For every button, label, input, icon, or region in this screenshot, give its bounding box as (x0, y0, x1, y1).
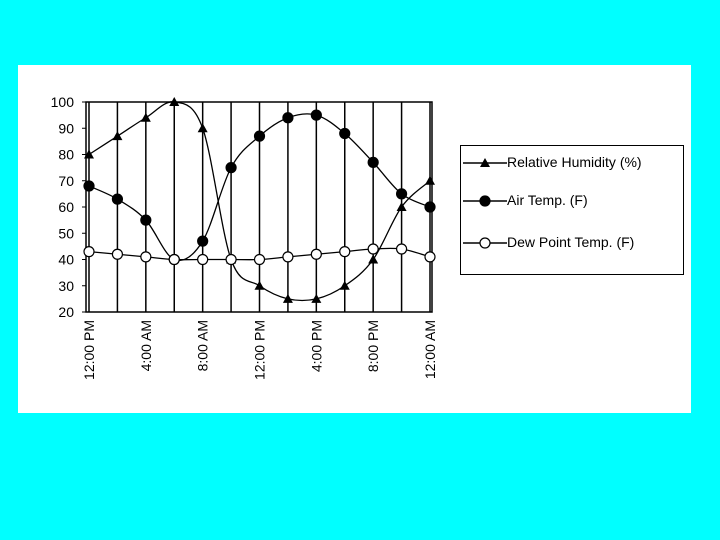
marker (282, 293, 293, 303)
marker (311, 293, 322, 303)
x-tick-label: 8:00 PM (365, 320, 381, 372)
marker (169, 97, 180, 106)
marker (140, 112, 151, 122)
legend: Relative Humidity (%) Air Temp. (F) Dew Po… (460, 145, 684, 275)
y-tick-label: 60 (58, 199, 74, 215)
marker (225, 253, 237, 266)
legend-symbol (463, 158, 507, 167)
marker (282, 251, 294, 263)
y-tick-label: 80 (58, 147, 74, 163)
y-tick-label: 30 (58, 278, 74, 294)
y-tick-label: 50 (58, 225, 74, 241)
marker (310, 248, 322, 260)
marker (425, 175, 435, 185)
marker (339, 127, 351, 140)
marker (197, 253, 209, 266)
marker (396, 202, 407, 211)
marker (367, 156, 379, 168)
legend-symbol (463, 195, 507, 207)
legend-label: Dew Point Temp. (F) (507, 234, 635, 250)
x-tick-label: 12:00 PM (81, 320, 97, 380)
marker (111, 248, 124, 260)
marker (111, 193, 124, 205)
marker (424, 201, 436, 213)
legend-label: Relative Humidity (%) (507, 154, 642, 170)
marker (83, 180, 95, 192)
marker (253, 253, 266, 266)
x-tick-label: 4:00 PM (308, 320, 324, 372)
marker (310, 109, 322, 121)
y-tick-label: 20 (58, 304, 74, 320)
marker (140, 251, 152, 263)
marker (84, 149, 94, 159)
marker (479, 195, 491, 207)
marker (424, 251, 436, 263)
marker (395, 243, 408, 255)
marker (339, 280, 350, 290)
y-tick-label: 100 (51, 94, 75, 110)
marker (367, 243, 379, 255)
x-tick-label: 12:00 AM (422, 320, 438, 379)
marker (225, 162, 237, 174)
marker (395, 188, 408, 200)
marker (83, 246, 95, 258)
marker (339, 246, 351, 258)
x-tick-label: 8:00 AM (195, 320, 211, 371)
marker (253, 130, 266, 142)
marker (479, 237, 491, 249)
marker (197, 123, 208, 133)
y-tick-label: 70 (58, 173, 74, 189)
marker (197, 235, 209, 247)
marker (282, 112, 294, 124)
x-tick-label: 12:00 PM (252, 320, 268, 380)
x-tick-label: 4:00 AM (138, 320, 154, 371)
marker (168, 253, 180, 266)
marker (112, 131, 123, 141)
legend-symbol (463, 237, 507, 249)
legend-label: Air Temp. (F) (507, 192, 588, 208)
marker (368, 254, 379, 264)
marker (254, 280, 265, 290)
y-tick-label: 90 (58, 120, 74, 136)
marker (480, 158, 490, 167)
y-tick-label: 40 (58, 252, 74, 268)
marker (140, 214, 152, 226)
